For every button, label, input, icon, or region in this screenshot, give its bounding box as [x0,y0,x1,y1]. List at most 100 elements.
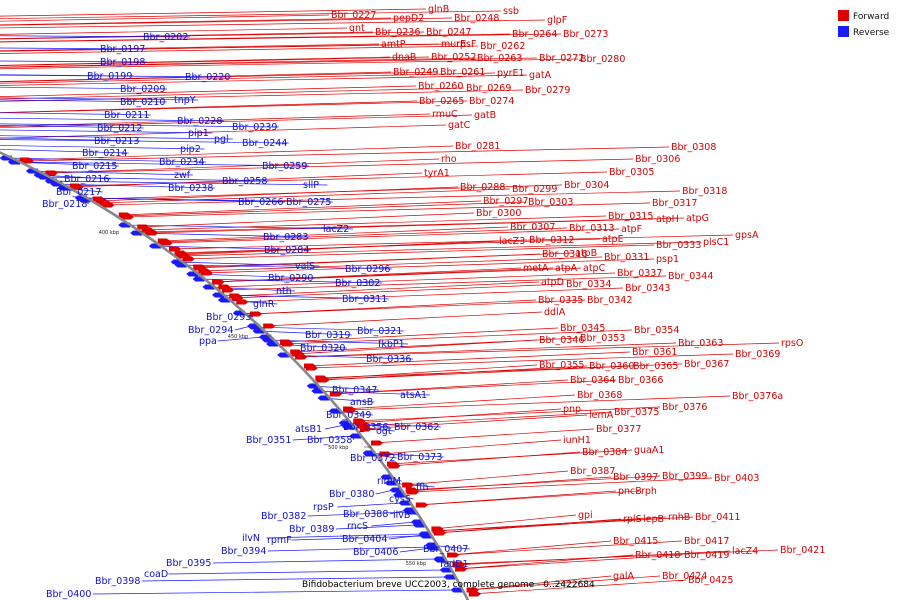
forward-leader-line [449,540,612,556]
reverse-gene-label: Bbr_0407 [423,544,468,555]
reverse-leader-line [0,97,199,101]
forward-gene-label: Bbr_0263 [477,53,522,64]
forward-gene-label: Bbr_0365 [633,361,678,372]
forward-gene-feature [231,295,244,301]
forward-leader-line [331,379,617,395]
reverse-gene-label: Bbr_0349 [326,410,371,421]
reverse-gene-label: Bbr_0259 [262,161,307,172]
forward-leader-line [104,190,681,206]
reverse-leader-line [0,47,147,50]
forward-leader-line [449,540,683,556]
forward-gene-label: atpH [656,214,679,225]
reverse-gene-label: Bbr_0394 [221,546,266,557]
forward-gene-feature [386,461,399,467]
reverse-gene-label: rimM [377,476,401,487]
reverse-leader-line [0,139,289,144]
forward-leader-line [21,145,454,161]
reverse-leader-line [267,546,431,552]
reverse-gene-label: Bbr_0320 [300,343,345,354]
forward-gene-label: gnt [349,23,365,34]
reverse-leader-line [0,74,232,78]
forward-leader-line [345,394,576,410]
forward-leader-line [0,57,538,68]
forward-leader-line [0,100,418,113]
forward-leader-line [0,89,524,102]
forward-gene-label: Bbr_0274 [469,96,514,107]
forward-gene-label: Bbr_0331 [604,252,649,263]
forward-gene-feature [236,299,249,305]
reverse-gene-label: Bbr_0275 [286,197,331,208]
reverse-gene-label: Bbr_0400 [46,589,91,600]
forward-gene-label: Bbr_0360 [589,361,634,372]
reverse-leader-line [122,224,354,230]
reverse-gene-feature [443,574,456,580]
forward-leader-line [0,100,468,114]
reverse-gene-feature [338,420,351,426]
reverse-gene-label: Bbr_0218 [42,199,87,210]
reverse-gene-label: Bbr_0197 [100,44,145,55]
forward-leader-line [0,74,528,86]
reverse-gene-label: Bbr_0216 [64,174,109,185]
forward-gene-label: Bbr_0334 [566,279,611,290]
reverse-leader-line [266,533,423,539]
forward-leader-line [468,575,661,591]
reverse-leader-line [0,99,167,103]
forward-leader-line [0,85,417,97]
forward-leader-line [0,43,380,52]
reverse-gene-label: Bbr_0356 [343,422,388,433]
genome-caption: Bifidobacterium breve UCC2003, complete … [302,580,595,590]
forward-leader-line [0,72,496,84]
forward-gene-label: Bbr_0312 [529,235,574,246]
reverse-gene-label: Bbr_0294 [188,325,233,336]
reverse-leader-line [310,385,379,391]
reverse-gene-label: Bbr_0210 [120,97,165,108]
forward-leader-line [0,56,430,66]
forward-gene-feature [432,528,445,534]
reverse-gene-label: Bbr_0290 [268,273,313,284]
forward-leader-line [361,414,588,430]
reverse-leader-line [196,278,382,284]
forward-gene-label: Bbr_0399 [662,471,707,482]
forward-gene-feature [455,566,468,572]
reverse-gene-label: atsB1 [295,424,322,435]
forward-leader-line [47,158,634,174]
reverse-leader-line [212,558,438,564]
reverse-gene-label: ppa [199,336,217,347]
reverse-leader-line [335,524,417,530]
forward-gene-label: metA [523,263,549,274]
forward-gene-label: Bbr_0369 [735,349,780,360]
scale-tick-label: 550 kbp [406,561,426,567]
forward-leader-line [162,228,620,244]
forward-leader-line [404,470,569,486]
forward-gene-label: Bbr_0387 [570,466,615,477]
reverse-leader-line [11,161,309,167]
forward-leader-line [0,71,392,82]
forward-gene-feature [212,279,225,285]
forward-leader-line [176,238,601,254]
forward-gene-label: gatC [448,120,471,131]
reverse-leader-line [252,326,404,332]
forward-gene-label: rph [641,486,657,497]
reverse-leader-line [0,149,129,154]
forward-leader-line [0,14,330,22]
forward-gene-label: Bbr_0252 [431,52,476,63]
forward-gene-feature [169,246,182,252]
forward-gene-feature [99,200,112,206]
forward-leader-line [417,490,640,506]
forward-leader-line [470,579,687,595]
reverse-gene-label: ffh [416,482,429,493]
forward-gene-label: Bbr_0376a [732,391,783,402]
forward-leader-line [122,201,527,217]
forward-gene-label: Bbr_0288 [460,182,505,193]
scale-tick-label: 450 kbp [228,334,248,340]
forward-leader-line [454,549,779,565]
reverse-gene-label: pip2 [180,144,201,155]
forward-leader-line [0,10,502,20]
forward-leader-line [388,449,633,465]
reverse-gene-label: Bbr_0311 [342,294,387,305]
reverse-gene-feature [439,567,452,573]
forward-gene-label: Bbr_0363 [678,338,723,349]
forward-gene-label: Bbr_0367 [684,359,729,370]
forward-leader-line [0,8,427,17]
reverse-gene-feature [342,424,355,430]
